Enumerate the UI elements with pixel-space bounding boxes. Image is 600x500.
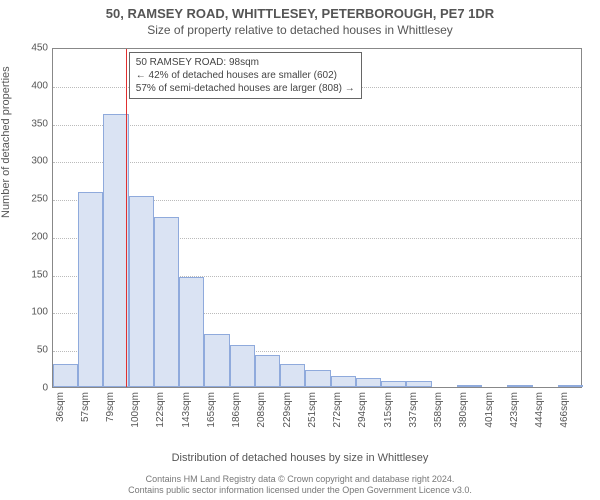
- y-tick-label: 100: [8, 307, 48, 318]
- x-tick-label: 208sqm: [256, 392, 267, 428]
- y-tick-label: 200: [8, 231, 48, 242]
- histogram-bar: [305, 370, 330, 387]
- x-tick-label: 251sqm: [307, 392, 318, 428]
- attribution-line1: Contains HM Land Registry data © Crown c…: [0, 474, 600, 485]
- annotation-box: 50 RAMSEY ROAD: 98sqm← 42% of detached h…: [129, 52, 362, 99]
- x-tick-label: 358sqm: [433, 392, 444, 428]
- attribution-text: Contains HM Land Registry data © Crown c…: [0, 474, 600, 496]
- histogram-bar: [406, 381, 431, 387]
- x-tick-label: 294sqm: [357, 392, 368, 428]
- gridline: [53, 125, 581, 126]
- histogram-bar: [154, 217, 179, 387]
- y-tick-label: 300: [8, 156, 48, 167]
- x-tick-label: 444sqm: [534, 392, 545, 428]
- x-tick-label: 380sqm: [458, 392, 469, 428]
- histogram-bar: [230, 345, 255, 387]
- histogram-bar: [356, 378, 381, 387]
- histogram-bar: [331, 376, 356, 387]
- x-tick-label: 186sqm: [231, 392, 242, 428]
- y-tick-label: 450: [8, 43, 48, 54]
- histogram-bar: [280, 364, 305, 387]
- y-tick-label: 50: [8, 345, 48, 356]
- histogram-bar: [78, 192, 103, 387]
- x-tick-label: 36sqm: [55, 392, 66, 422]
- y-tick-label: 400: [8, 80, 48, 91]
- x-tick-label: 337sqm: [408, 392, 419, 428]
- chart-plot-area: [52, 48, 582, 388]
- x-tick-label: 315sqm: [383, 392, 394, 428]
- x-tick-label: 466sqm: [559, 392, 570, 428]
- x-tick-label: 143sqm: [181, 392, 192, 428]
- x-tick-label: 79sqm: [105, 392, 116, 422]
- histogram-bar: [204, 334, 229, 387]
- histogram-bar: [558, 385, 583, 387]
- x-tick-label: 100sqm: [130, 392, 141, 428]
- gridline: [53, 162, 581, 163]
- histogram-bar: [255, 355, 280, 387]
- annotation-line: 57% of semi-detached houses are larger (…: [136, 82, 355, 95]
- annotation-line: ← 42% of detached houses are smaller (60…: [136, 69, 355, 82]
- x-tick-label: 165sqm: [206, 392, 217, 428]
- y-tick-label: 0: [8, 383, 48, 394]
- y-tick-label: 350: [8, 118, 48, 129]
- histogram-bar: [129, 196, 154, 387]
- histogram-bar: [53, 364, 78, 387]
- y-tick-label: 250: [8, 194, 48, 205]
- histogram-bar: [381, 381, 406, 387]
- histogram-bar: [507, 385, 532, 387]
- x-tick-label: 57sqm: [80, 392, 91, 422]
- x-tick-label: 401sqm: [484, 392, 495, 428]
- property-marker-line: [126, 49, 127, 387]
- x-tick-label: 122sqm: [155, 392, 166, 428]
- page-subtitle: Size of property relative to detached ho…: [0, 21, 600, 41]
- x-tick-label: 423sqm: [509, 392, 520, 428]
- annotation-line: 50 RAMSEY ROAD: 98sqm: [136, 56, 355, 69]
- histogram-bar: [457, 385, 482, 387]
- y-tick-label: 150: [8, 269, 48, 280]
- page-title: 50, RAMSEY ROAD, WHITTLESEY, PETERBOROUG…: [0, 0, 600, 21]
- x-tick-label: 229sqm: [282, 392, 293, 428]
- x-axis-label: Distribution of detached houses by size …: [0, 452, 600, 464]
- x-tick-label: 272sqm: [332, 392, 343, 428]
- attribution-line2: Contains public sector information licen…: [0, 485, 600, 496]
- histogram-bar: [179, 277, 204, 387]
